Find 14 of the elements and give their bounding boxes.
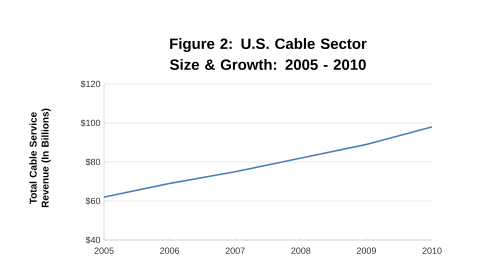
x-tick-label: 2009 bbox=[356, 248, 376, 254]
y-tick-label: $40 bbox=[86, 236, 100, 244]
y-tick-label: $60 bbox=[86, 197, 100, 205]
x-tick-label: 2007 bbox=[226, 248, 245, 254]
y-axis-title: Total Cable Service Revenue (In Billions) bbox=[29, 108, 51, 208]
x-tick-label: 2006 bbox=[160, 248, 180, 254]
x-tick-label: 2005 bbox=[94, 248, 114, 254]
y-tick-label: $120 bbox=[80, 80, 100, 88]
x-tick-label: 2008 bbox=[291, 248, 310, 254]
y-tick-label: $100 bbox=[80, 119, 100, 127]
x-tick-label: 2010 bbox=[422, 248, 442, 254]
chart-title: Figure 2: U.S. Cable Sector Size & Growth: 2005 - 2010 bbox=[170, 38, 367, 70]
line-series bbox=[103, 126, 433, 198]
y-tick-label: $80 bbox=[86, 158, 100, 166]
